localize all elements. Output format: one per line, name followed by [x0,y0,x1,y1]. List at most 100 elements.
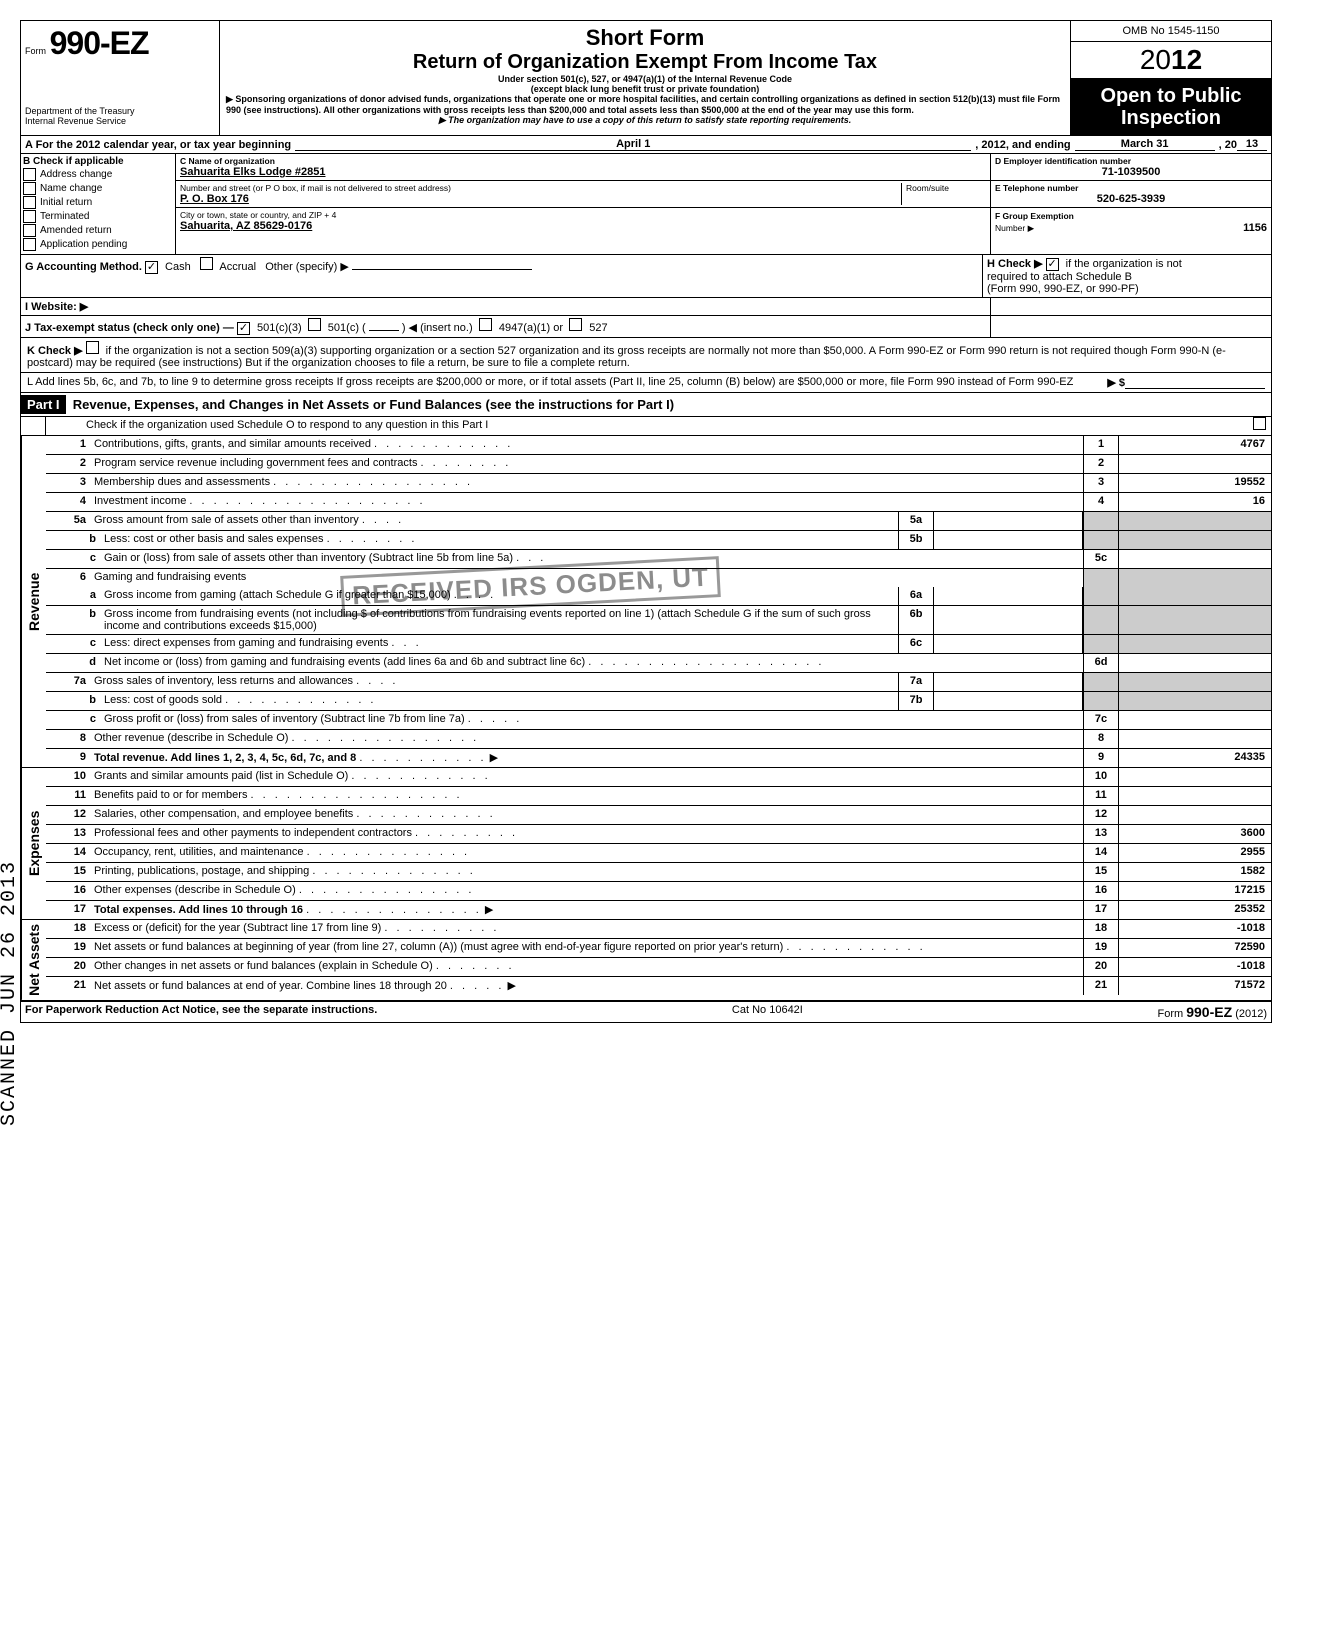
ln-val [1119,787,1271,805]
year-prefix: 20 [1140,44,1171,75]
ln-desc: Other changes in net assets or fund bala… [94,960,433,972]
ln-mid-val [934,512,1083,530]
ln-num: 2 [46,455,90,473]
row-k: K Check ▶ if the organization is not a s… [21,338,1271,373]
under-section: Under section 501(c), 527, or 4947(a)(1)… [226,74,1064,84]
ln-desc: Total expenses. Add lines 10 through 16 [94,904,303,916]
chk-k[interactable] [86,341,99,354]
k-label: K Check ▶ [27,345,83,357]
chk-501c3[interactable] [237,322,250,335]
org-name-block: C Name of organization Sahuarita Elks Lo… [176,154,990,181]
ln-desc: Less: cost or other basis and sales expe… [104,533,324,545]
ln-desc: Contributions, gifts, grants, and simila… [94,438,371,450]
ln-num: 5a [46,512,90,530]
row-l: L Add lines 5b, 6c, and 7b, to line 9 to… [21,373,1271,393]
ln-val-shade [1119,635,1271,653]
ln-val [1119,806,1271,824]
line-7a: 7a Gross sales of inventory, less return… [46,673,1271,692]
line-3: 3 Membership dues and assessments . . . … [46,474,1271,493]
row-i: I Website: ▶ [21,298,991,315]
chk-terminated[interactable]: Terminated [23,210,173,223]
ln-num: 9 [46,749,90,767]
chk-name-change[interactable]: Name change [23,182,173,195]
year-bold: 12 [1171,44,1202,75]
ln-num: 8 [46,730,90,748]
chk-pending[interactable]: Application pending [23,238,173,251]
ln-rn: 16 [1083,882,1119,900]
ln-num: 16 [46,882,90,900]
net-assets-side-label: Net Assets [21,920,46,1000]
ln-rn: 20 [1083,958,1119,976]
row-a-mid: , 2012, and ending [975,139,1070,151]
d-label: D Employer identification number [995,156,1267,166]
chk-527[interactable] [569,318,582,331]
ln-mid-num: 6b [898,606,934,634]
chk-label: Address change [40,169,112,180]
dept-treasury: Department of the Treasury [25,106,215,116]
line-1: 1 Contributions, gifts, grants, and simi… [46,436,1271,455]
ln-val: 25352 [1119,901,1271,919]
line-7b: b Less: cost of goods sold . . . . . . .… [46,692,1271,711]
ln-desc: Professional fees and other payments to … [94,827,412,839]
sponsor-note: ▶ Sponsoring organizations of donor advi… [226,94,1064,115]
line-12: 12 Salaries, other compensation, and emp… [46,806,1271,825]
address-block: Number and street (or P O box, if mail i… [176,181,990,208]
line-10: 10 Grants and similar amounts paid (list… [46,768,1271,787]
part1-check-o-row: Check if the organization used Schedule … [21,417,1271,436]
footer-right-prefix: Form [1157,1008,1186,1020]
ln-rn: 1 [1083,436,1119,454]
ln-val: 16 [1119,493,1271,511]
footer-right-form: 990-EZ [1186,1004,1232,1020]
opt-4947: 4947(a)(1) or [499,322,563,334]
addr-label: Number and street (or P O box, if mail i… [180,183,901,193]
ln-num: 20 [46,958,90,976]
line-16: 16 Other expenses (describe in Schedule … [46,882,1271,901]
ln-num: 13 [46,825,90,843]
ln-val: 19552 [1119,474,1271,492]
phone-value: 520-625-3939 [995,193,1267,205]
chk-schedule-b[interactable] [1046,258,1059,271]
ln-desc: Other revenue (describe in Schedule O) [94,732,288,744]
col-b-checkboxes: B Check if applicable Address change Nam… [21,154,176,254]
ln-rn: 12 [1083,806,1119,824]
chk-address-change[interactable]: Address change [23,168,173,181]
line-15: 15 Printing, publications, postage, and … [46,863,1271,882]
line-6a: a Gross income from gaming (attach Sched… [46,587,1271,606]
chk-amended[interactable]: Amended return [23,224,173,237]
ln-rn: 10 [1083,768,1119,786]
chk-initial-return[interactable]: Initial return [23,196,173,209]
row-a-label: A For the 2012 calendar year, or tax yea… [25,139,291,151]
form-number-big: 990-EZ [50,25,149,61]
chk-4947[interactable] [479,318,492,331]
ln-num: 14 [46,844,90,862]
ln-mid-num: 5a [898,512,934,530]
line-6: 6 Gaming and fundraising events [46,569,1271,587]
ln-rn-shade [1083,692,1119,710]
omb-number: OMB No 1545-1150 [1071,21,1271,42]
ln-num: c [46,550,100,568]
ln-val [1119,768,1271,786]
ln-rn: 9 [1083,749,1119,767]
ln-rn: 21 [1083,977,1119,995]
chk-501c[interactable] [308,318,321,331]
ln-num: c [46,711,100,729]
ln-val [1119,550,1271,568]
ln-desc: Net assets or fund balances at end of ye… [94,980,447,992]
ln-num: 11 [46,787,90,805]
cash-label: Cash [165,261,191,273]
ln-val-shade [1119,569,1271,587]
ln-desc: Membership dues and assessments [94,476,270,488]
line-13: 13 Professional fees and other payments … [46,825,1271,844]
chk-schedule-o[interactable] [1253,417,1266,430]
ln-desc: Benefits paid to or for members [94,789,247,801]
opt-501c3: 501(c)(3) [257,322,302,334]
ln-val: 1582 [1119,863,1271,881]
ln-val [1119,654,1271,672]
chk-accrual[interactable] [200,257,213,270]
chk-cash[interactable] [145,261,158,274]
ln-val-shade [1119,587,1271,605]
footer-right-year: (2012) [1232,1008,1267,1020]
line-5b: b Less: cost or other basis and sales ex… [46,531,1271,550]
ln-num: 21 [46,977,90,995]
line-4: 4 Investment income . . . . . . . . . . … [46,493,1271,512]
